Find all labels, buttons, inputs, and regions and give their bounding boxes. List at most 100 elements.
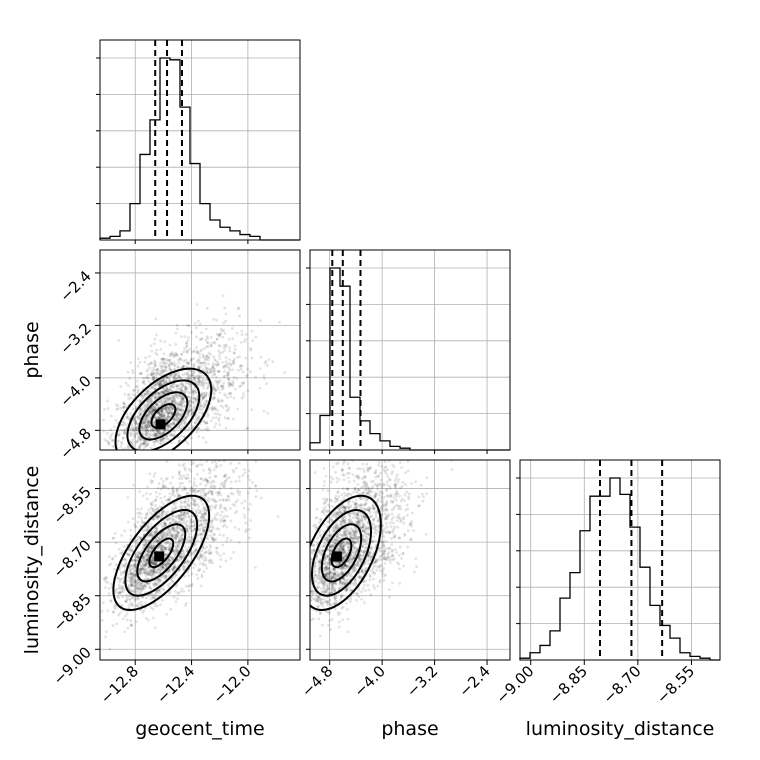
sample-point: [146, 425, 150, 429]
sample-point: [176, 412, 180, 416]
sample-point: [141, 381, 145, 384]
sample-point: [147, 435, 151, 439]
sample-point: [172, 417, 176, 421]
sample-point: [124, 600, 128, 604]
sample-point: [197, 558, 201, 561]
sample-point: [182, 419, 186, 423]
sample-point: [164, 405, 168, 409]
sample-point: [188, 554, 192, 558]
sample-point: [158, 382, 162, 386]
sample-point: [119, 423, 123, 427]
sample-point: [138, 571, 142, 574]
sample-point: [129, 550, 133, 554]
sample-point: [174, 331, 178, 335]
sample-point: [123, 429, 127, 433]
sample-point: [168, 408, 172, 412]
sample-point: [200, 513, 204, 516]
sample-point: [161, 567, 165, 570]
sample-point: [146, 457, 149, 460]
sample-point: [217, 369, 221, 373]
sample-point: [212, 391, 216, 395]
sample-point: [190, 373, 194, 377]
sample-point: [154, 531, 157, 534]
sample-point: [139, 535, 142, 539]
sample-point: [140, 581, 144, 585]
sample-point: [156, 432, 160, 436]
sample-point: [152, 376, 156, 380]
sample-point: [172, 396, 175, 399]
sample-point: [170, 406, 174, 410]
sample-point: [187, 467, 191, 471]
sample-point: [191, 390, 195, 394]
sample-point: [211, 460, 214, 464]
sample-point: [158, 414, 162, 418]
sample-point: [246, 491, 250, 495]
sample-point: [168, 570, 171, 574]
sample-point: [154, 537, 158, 541]
sample-point: [107, 555, 111, 558]
sample-point: [194, 397, 198, 400]
sample-point: [162, 397, 165, 401]
sample-point: [355, 516, 359, 520]
sample-point: [124, 427, 128, 431]
sample-point: [147, 550, 150, 554]
sample-point: [130, 623, 133, 627]
sample-point: [119, 551, 123, 555]
sample-point: [166, 561, 169, 565]
sample-point: [168, 547, 172, 551]
sample-point: [150, 543, 154, 547]
sample-point: [145, 497, 149, 501]
sample-point: [168, 528, 171, 531]
sample-point: [167, 358, 171, 362]
sample-point: [163, 414, 167, 418]
sample-point: [153, 364, 157, 368]
sample-point: [167, 542, 171, 545]
sample-point: [141, 556, 145, 560]
sample-point: [155, 582, 159, 586]
sample-point: [160, 566, 164, 570]
sample-point: [172, 549, 176, 553]
sample-point: [142, 543, 145, 547]
sample-point: [174, 536, 178, 540]
sample-point: [173, 532, 177, 536]
sample-point: [191, 498, 195, 501]
sample-point: [347, 548, 350, 552]
sample-point: [173, 433, 176, 437]
sample-point: [202, 374, 206, 378]
sample-point: [167, 363, 171, 367]
sample-point: [152, 405, 156, 409]
sample-point: [163, 553, 167, 557]
sample-point: [179, 589, 183, 593]
sample-point: [360, 476, 364, 480]
sample-point: [157, 382, 161, 386]
sample-point: [351, 540, 355, 544]
sample-point: [161, 510, 165, 514]
sample-point: [121, 423, 125, 427]
sample-point: [180, 405, 183, 409]
sample-point: [226, 515, 229, 518]
sample-point: [220, 385, 223, 389]
sample-point: [190, 525, 194, 528]
sample-point: [149, 597, 153, 601]
sample-point: [163, 399, 167, 403]
sample-point: [166, 426, 170, 429]
sample-point: [215, 337, 219, 341]
peak-marker: [155, 419, 166, 430]
sample-point: [197, 435, 201, 438]
sample-point: [242, 381, 246, 385]
sample-point: [174, 552, 177, 555]
sample-point: [159, 409, 163, 413]
sample-point: [156, 580, 160, 583]
sample-point: [165, 428, 169, 432]
sample-point: [228, 346, 232, 350]
sample-point: [183, 545, 187, 548]
sample-point: [211, 407, 215, 410]
sample-point: [156, 439, 160, 443]
sample-point: [153, 604, 157, 608]
sample-point: [216, 444, 219, 447]
sample-point: [153, 337, 157, 341]
sample-point: [116, 576, 119, 580]
sample-point: [197, 505, 201, 509]
sample-point: [333, 572, 337, 575]
sample-point: [157, 383, 161, 387]
